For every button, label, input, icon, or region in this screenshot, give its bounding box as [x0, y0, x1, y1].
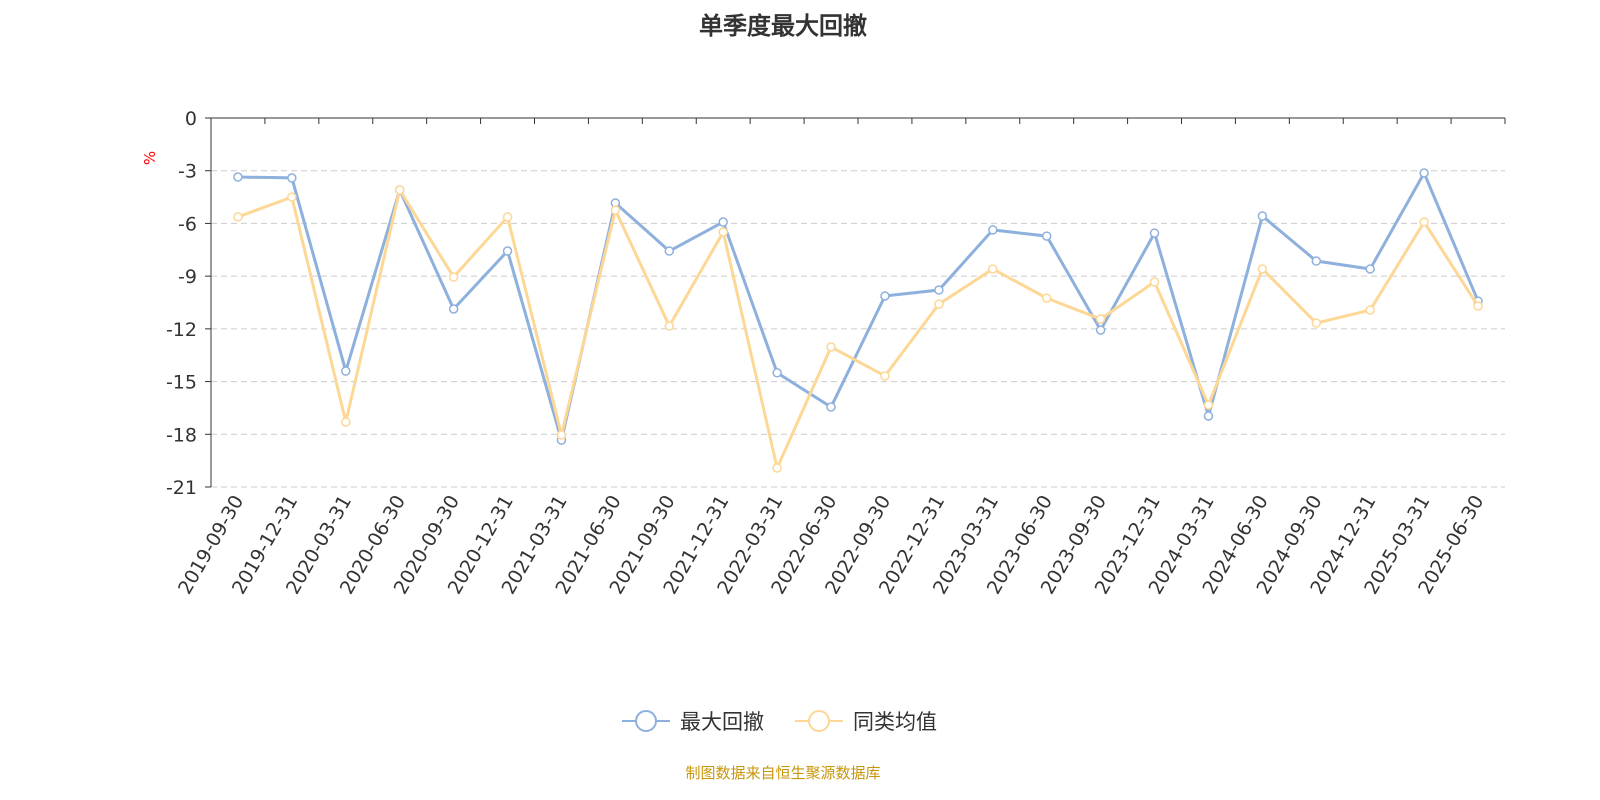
- data-point: [233, 212, 243, 222]
- source-footer: 制图数据来自恒生聚源数据库: [685, 764, 881, 782]
- data-point: [826, 342, 836, 352]
- y-tick-label: -3: [178, 161, 197, 183]
- data-point: [718, 217, 728, 227]
- y-tick-label: -6: [178, 213, 197, 235]
- data-point: [1257, 264, 1268, 274]
- data-point: [502, 212, 513, 222]
- data-point: [880, 371, 890, 381]
- data-point: [1041, 293, 1052, 303]
- data-point: [233, 172, 243, 182]
- data-point: [341, 417, 351, 427]
- legend-label: 同类均值: [853, 710, 937, 734]
- chart-title: 单季度最大回撤: [699, 12, 867, 40]
- data-point: [718, 227, 728, 237]
- data-point: [556, 430, 567, 440]
- y-tick-label: -18: [166, 424, 197, 446]
- data-point: [1311, 318, 1322, 328]
- data-point: [1149, 277, 1160, 287]
- data-point: [664, 321, 675, 331]
- data-point: [772, 463, 782, 473]
- data-point: [287, 173, 297, 183]
- data-point: [934, 299, 944, 309]
- series-line-1: [237, 186, 1480, 473]
- data-point: [1365, 305, 1375, 315]
- data-point: [826, 402, 836, 412]
- data-point: [1149, 228, 1160, 238]
- data-point: [1095, 325, 1106, 335]
- y-tick-label: -9: [178, 266, 197, 288]
- data-point: [1041, 231, 1052, 241]
- data-point: [1473, 301, 1483, 311]
- y-tick-label: 0: [185, 108, 197, 130]
- data-point: [1419, 217, 1429, 227]
- data-point: [341, 366, 351, 376]
- y-axis-label: %: [141, 151, 159, 165]
- legend-label: 最大回撤: [680, 710, 764, 734]
- data-point: [988, 225, 998, 235]
- data-point: [502, 246, 513, 256]
- legend-marker: [635, 710, 657, 732]
- y-tick-label: -21: [166, 477, 197, 499]
- data-point: [772, 368, 782, 378]
- y-tick-label: -15: [166, 372, 197, 394]
- data-point: [1419, 168, 1429, 178]
- data-point: [1365, 264, 1375, 274]
- data-point: [1311, 256, 1322, 266]
- data-point: [988, 264, 998, 274]
- data-point: [664, 246, 675, 256]
- data-point: [1203, 400, 1214, 410]
- series-line-0: [237, 169, 1480, 441]
- data-point: [1095, 314, 1106, 324]
- legend-marker: [808, 710, 830, 732]
- data-point: [394, 185, 405, 195]
- data-point: [934, 285, 944, 295]
- data-point: [448, 272, 459, 282]
- data-point: [610, 205, 621, 215]
- data-point: [287, 192, 297, 202]
- data-point: [1203, 411, 1214, 421]
- data-point: [448, 304, 459, 314]
- y-tick-label: -12: [166, 319, 197, 341]
- data-point: [880, 291, 890, 301]
- data-point: [1257, 211, 1268, 221]
